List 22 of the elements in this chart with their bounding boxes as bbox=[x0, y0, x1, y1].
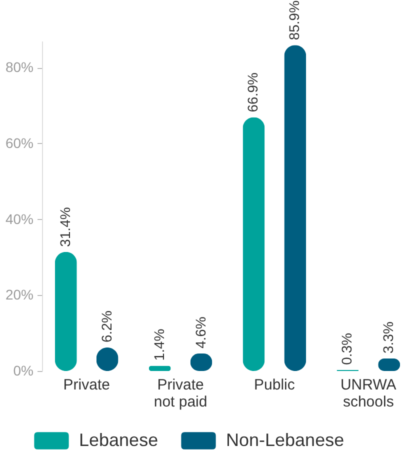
data-label: 3.3% bbox=[380, 322, 396, 354]
data-label: 31.4% bbox=[56, 207, 73, 247]
y-tick-label: 20% bbox=[5, 286, 34, 303]
x-tick-label: Private bbox=[63, 376, 110, 394]
x-tick-label: UNRWA schools bbox=[340, 376, 396, 410]
bar bbox=[54, 252, 77, 371]
y-tick-label: 80% bbox=[5, 59, 34, 76]
legend-label: Lebanese bbox=[79, 430, 158, 450]
data-label: 6.2% bbox=[98, 310, 114, 342]
data-label: 85.9% bbox=[286, 0, 302, 40]
bar bbox=[284, 45, 306, 371]
y-tick-label: 0% bbox=[13, 362, 34, 378]
data-label: 1.4% bbox=[150, 328, 167, 361]
x-tick-label: Private not paid bbox=[154, 376, 208, 410]
legend-label: Non-Lebanese bbox=[226, 430, 344, 450]
y-tick-label: 60% bbox=[5, 134, 34, 151]
data-label: 4.6% bbox=[192, 316, 208, 349]
x-tick-label: Public bbox=[254, 376, 296, 394]
data-label: 0.3% bbox=[338, 332, 355, 365]
y-tick-label: 40% bbox=[5, 210, 34, 227]
data-label: 66.9% bbox=[244, 72, 261, 112]
bar bbox=[242, 117, 265, 371]
